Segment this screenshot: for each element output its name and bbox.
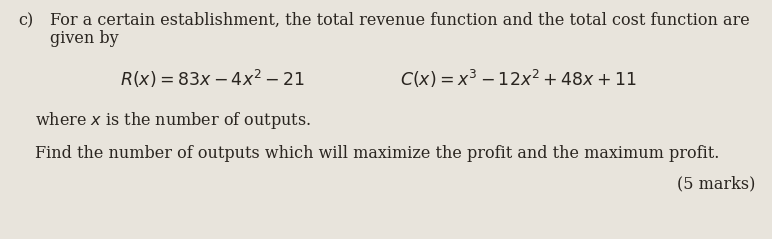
Text: c): c) <box>18 12 33 29</box>
Text: $R(x) = 83x - 4x^2 - 21$: $R(x) = 83x - 4x^2 - 21$ <box>120 68 305 90</box>
Text: For a certain establishment, the total revenue function and the total cost funct: For a certain establishment, the total r… <box>50 12 750 29</box>
Text: $C(x) = x^3 - 12x^2 + 48x + 11$: $C(x) = x^3 - 12x^2 + 48x + 11$ <box>400 68 637 90</box>
Text: Find the number of outputs which will maximize the profit and the maximum profit: Find the number of outputs which will ma… <box>35 145 720 162</box>
Text: (5 marks): (5 marks) <box>676 175 755 192</box>
Text: where $x$ is the number of outputs.: where $x$ is the number of outputs. <box>35 110 311 131</box>
Text: given by: given by <box>50 30 119 47</box>
